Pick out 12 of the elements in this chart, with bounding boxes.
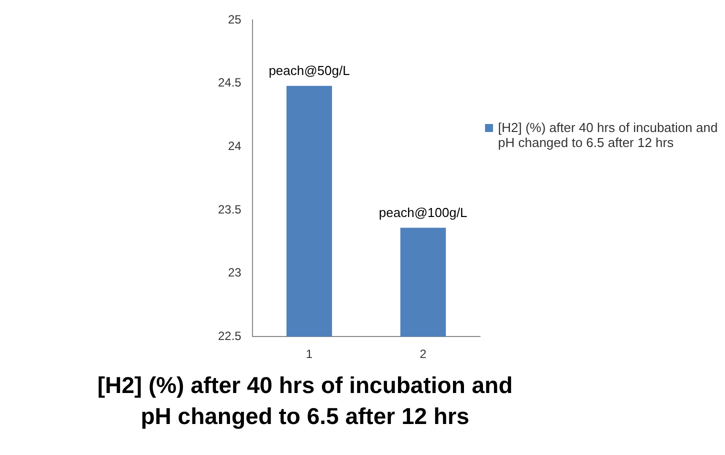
x-tick-label: 1 bbox=[306, 347, 313, 362]
y-tick-label: 25 bbox=[228, 12, 242, 26]
x-tick-label: 2 bbox=[420, 347, 427, 362]
y-tick-label: 23 bbox=[228, 266, 242, 280]
legend-label: [H2] (%) after 40 hrs of incubation and pH changed to 6.5 after 12 hrs bbox=[498, 120, 719, 150]
text: [H2] (%) after 40 hrs of incubation and pH changed to 6.5 after 12 hrs bbox=[96, 371, 514, 432]
y-tick-label: 24 bbox=[228, 138, 242, 153]
annotation: peach@100g/L bbox=[378, 204, 468, 220]
y-tick-label: 24.5 bbox=[218, 76, 242, 90]
y-tick-label: 22.5 bbox=[218, 328, 242, 343]
annotation: peach@50g/L bbox=[268, 62, 350, 78]
y-tick-label: 23.5 bbox=[218, 202, 242, 216]
